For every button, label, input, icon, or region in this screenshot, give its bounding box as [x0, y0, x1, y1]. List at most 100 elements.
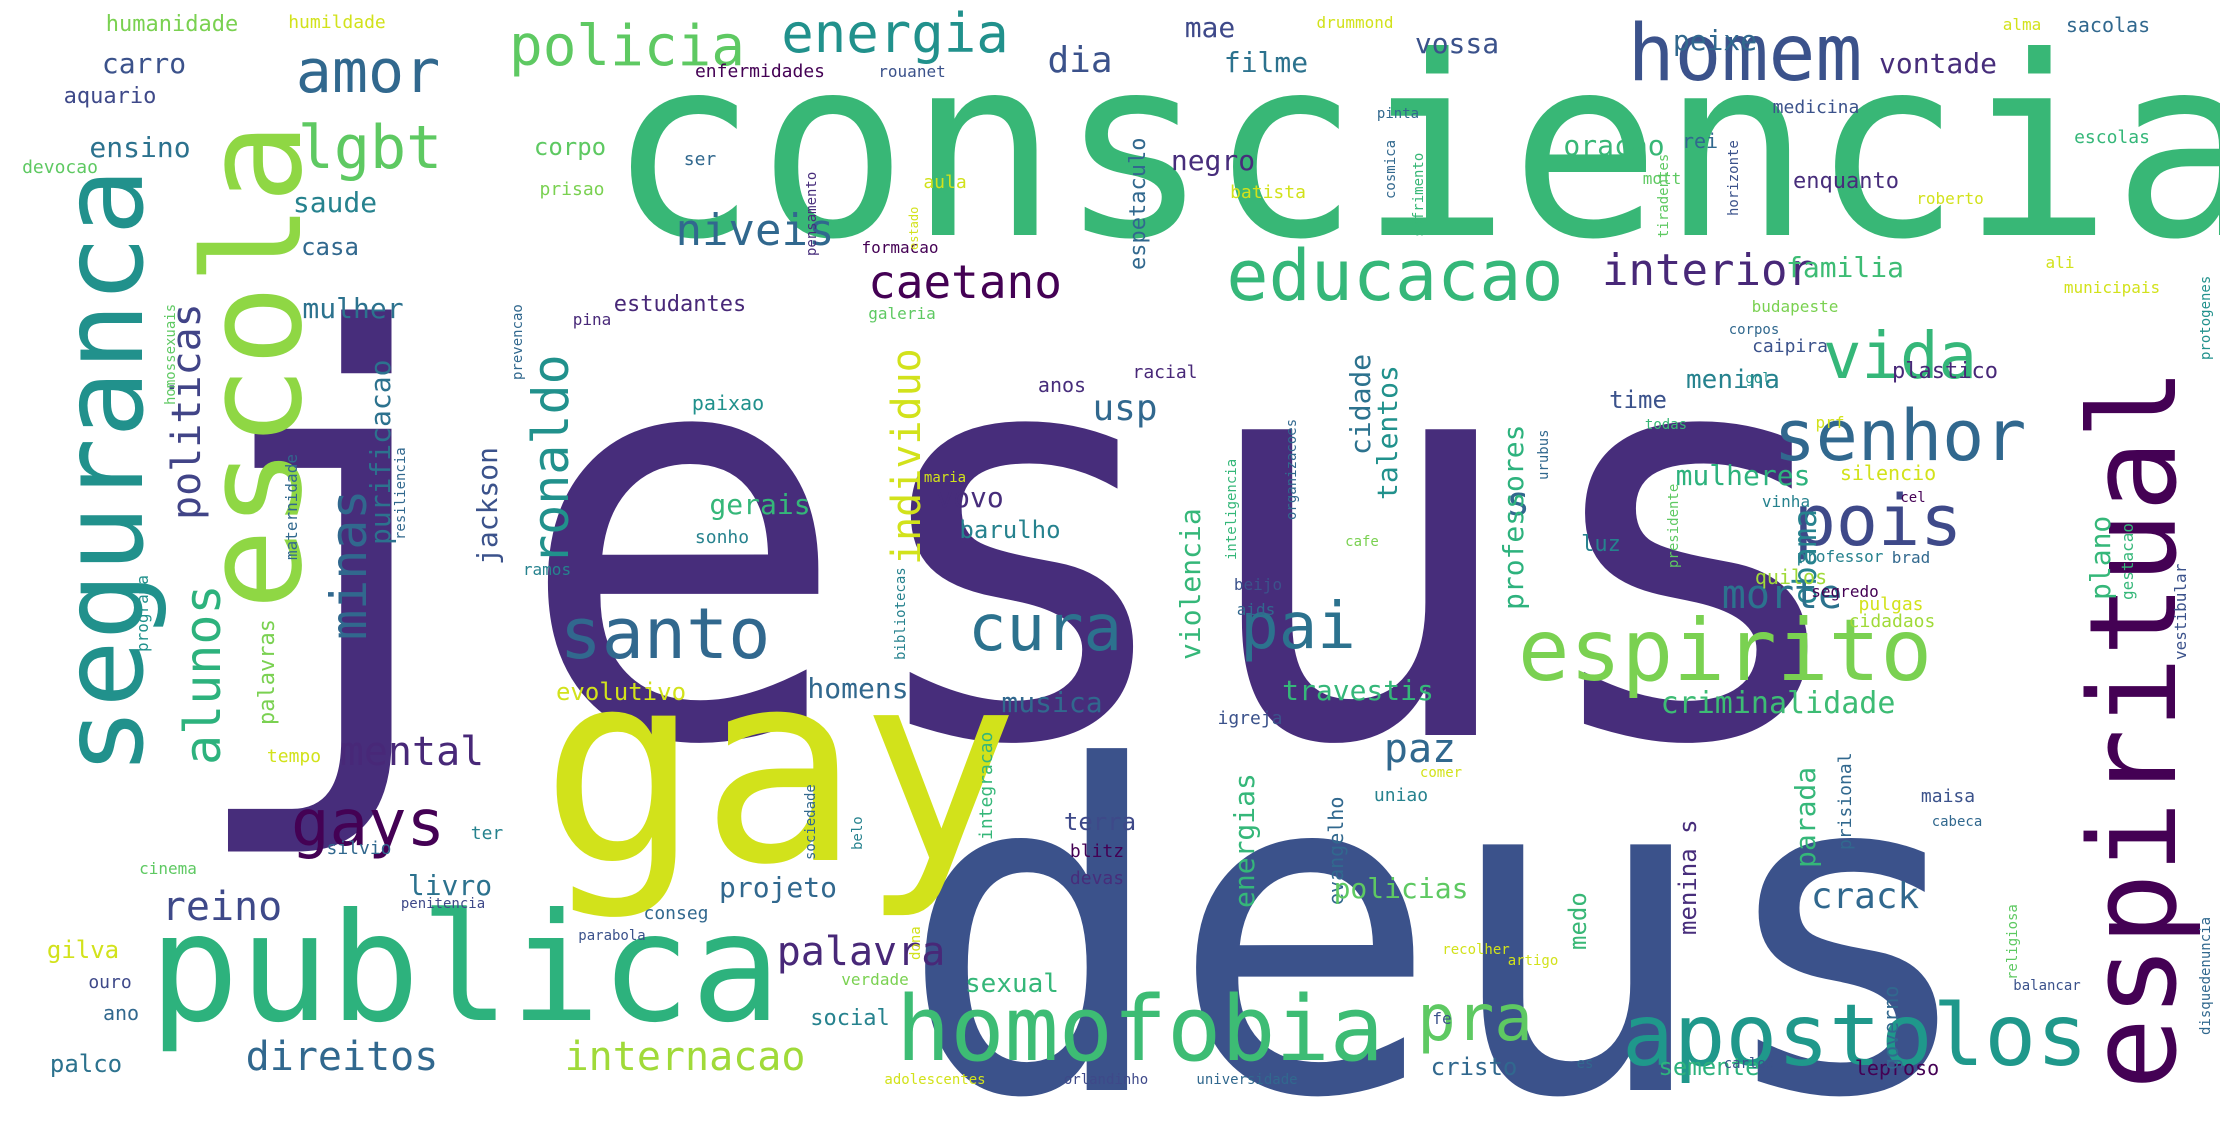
word-lgbt: lgbt	[298, 113, 443, 183]
word-universidade: universidade	[1196, 1072, 1297, 1088]
word-travestis: travestis	[1282, 674, 1434, 707]
word-aids: aids	[1237, 600, 1276, 619]
word-ser: ser	[684, 149, 717, 170]
word-cinema: cinema	[139, 859, 197, 878]
word-menina-s: menina s	[1674, 819, 1702, 935]
word-programa: programa	[133, 575, 152, 652]
word-educacao: educacao	[1226, 235, 1563, 317]
word-terra: terra	[1064, 808, 1136, 836]
word-pulgas: pulgas	[1858, 594, 1923, 615]
word-espiritual: espiritual	[2065, 368, 2204, 1090]
word-pra: pra	[1417, 982, 1533, 1056]
word-filme: filme	[1224, 46, 1308, 79]
word-gerais: gerais	[709, 488, 810, 521]
word-enfermidades: enfermidades	[695, 61, 825, 82]
word-violencia: violencia	[1174, 508, 1207, 660]
word-vinha: vinha	[1762, 492, 1810, 511]
word-alunos: alunos	[174, 584, 232, 765]
word-gilva: gilva	[47, 936, 119, 964]
word-sociedade: sociedade	[803, 784, 819, 860]
word-homens: homens	[807, 672, 908, 705]
word-prevencao: prevencao	[510, 304, 526, 380]
word-cidade: cidade	[1344, 354, 1377, 455]
word-enquanto: enquanto	[1793, 169, 1899, 194]
word-comer: comer	[1420, 765, 1462, 781]
word-mulheres: mulheres	[1676, 459, 1811, 492]
word-criminalidade: criminalidade	[1661, 686, 1896, 721]
word-professor: professor	[1797, 547, 1884, 566]
word-todas: todas	[1645, 417, 1687, 433]
word-cel: cel	[1900, 490, 1925, 506]
word-negro: negro	[1171, 144, 1255, 177]
word-beijo: beijo	[1234, 575, 1282, 594]
word-organizacoes: organizacoes	[1284, 419, 1300, 520]
word-medo: medo	[1564, 892, 1592, 950]
word-jesus: jesus	[177, 216, 1863, 868]
word-sofrimento: sofrimento	[1411, 153, 1427, 237]
word-escolas: escolas	[2074, 127, 2150, 148]
word-espirito: espirito	[1518, 601, 1932, 701]
word-homem: homem	[1628, 9, 1863, 99]
word-quilos: quilos	[1755, 565, 1827, 589]
word-interior: interior	[1602, 245, 1814, 296]
word-municipais: municipais	[2064, 278, 2160, 297]
word-semente: semente	[1658, 1053, 1759, 1081]
word-cidadaos: cidadaos	[1849, 611, 1936, 632]
word-minas: minas	[320, 489, 378, 640]
word-carro: carro	[102, 47, 186, 80]
word-gays: gays	[291, 787, 445, 861]
word-sonho: sonho	[695, 527, 749, 548]
word-aula: aula	[923, 172, 966, 193]
word-gestacao: gestacao	[2118, 523, 2137, 600]
word-ali: ali	[2046, 253, 2075, 272]
word-consciencia: consciencia	[607, 3, 2220, 294]
word-palavra: palavra	[777, 929, 946, 975]
word-ter: ter	[471, 823, 504, 844]
word-vontade: vontade	[1879, 47, 1997, 80]
word-segredo: segredo	[1811, 582, 1878, 601]
word-menina: menina	[1686, 365, 1780, 395]
word-cosmica: cosmica	[1383, 140, 1399, 199]
word-rouanet: rouanet	[878, 62, 945, 81]
word-obama: obama	[1786, 509, 1824, 605]
word-horizonte: horizonte	[1726, 140, 1742, 216]
word-publica: publica	[149, 882, 781, 1056]
word-drummond: drummond	[1316, 13, 1393, 32]
word-apostolos: apostolos	[1622, 986, 2088, 1086]
word-disquedenuncia: disquedenuncia	[2198, 917, 2214, 1035]
word-reino: reino	[162, 884, 282, 930]
word-prisao: prisao	[539, 179, 604, 200]
word-homossexuais: homossexuais	[163, 304, 179, 405]
word-silencio: silencio	[1840, 461, 1936, 485]
word-mott: mott	[1643, 169, 1682, 188]
word-mulher: mulher	[302, 292, 403, 325]
word-mae: mae	[1185, 11, 1236, 44]
word-corpo: corpo	[534, 133, 606, 161]
word-seguranca: seguranca	[39, 168, 169, 775]
word-paz: paz	[1384, 726, 1456, 772]
word-bibliotecas: bibliotecas	[893, 567, 909, 660]
word-medicina: medicina	[1773, 97, 1860, 118]
word-cristo: cristo	[1431, 1053, 1518, 1081]
word-mental: mental	[340, 729, 485, 775]
word-maternidade: maternidade	[282, 454, 301, 560]
word-resiliencia: resiliencia	[393, 447, 409, 540]
word-galeria: galeria	[868, 304, 935, 323]
word-crack: crack	[1811, 876, 1920, 917]
word-igreja: igreja	[1217, 708, 1282, 729]
word-evangelho: evangelho	[1324, 797, 1348, 905]
word-recolher: recolher	[1442, 942, 1509, 958]
word-pois: pois	[1794, 480, 1963, 562]
word-alma: alma	[2003, 15, 2042, 34]
word-silvio: silvio	[326, 838, 391, 859]
word-vossa: vossa	[1415, 27, 1499, 60]
word-purificacao: purificacao	[364, 360, 397, 545]
word-oracao: oracao	[1563, 129, 1664, 162]
word-inteligencia: inteligencia	[1224, 459, 1240, 560]
word-energia: energia	[781, 2, 1009, 65]
word-tempo: tempo	[267, 746, 321, 767]
word-devocao: devocao	[22, 157, 98, 178]
word-conseg: conseg	[643, 903, 708, 924]
word-peixe: peixe	[1673, 24, 1757, 57]
